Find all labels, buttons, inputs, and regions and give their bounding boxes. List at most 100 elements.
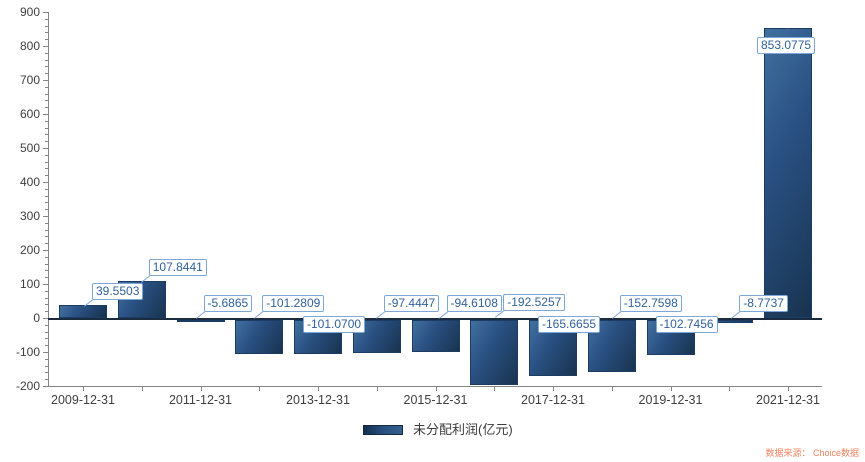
bar-value-label: -8.7737 [739, 295, 788, 312]
y-major-tick [43, 216, 48, 217]
y-minor-tick [45, 18, 48, 20]
y-major-tick [43, 12, 48, 13]
legend-item[interactable]: 未分配利润(亿元) [363, 419, 513, 438]
y-major-tick [43, 182, 48, 183]
y-major-tick [43, 148, 48, 149]
y-minor-tick [45, 270, 48, 272]
y-minor-tick [45, 188, 48, 190]
y-minor-tick [45, 297, 48, 299]
bar-value-label: -101.2809 [262, 295, 325, 312]
y-minor-tick [45, 127, 48, 129]
y-minor-tick [45, 338, 48, 340]
bar-value-label: -152.7598 [619, 295, 682, 312]
y-minor-tick [45, 134, 48, 136]
legend-label: 未分配利润(亿元) [413, 422, 513, 437]
y-minor-tick [45, 290, 48, 292]
y-minor-tick [45, 25, 48, 27]
x-tick [83, 386, 84, 391]
y-major-tick [43, 386, 48, 387]
y-tick-label: 600 [19, 107, 40, 121]
x-tick [729, 386, 731, 391]
y-minor-tick [45, 311, 48, 313]
bar[interactable] [587, 320, 636, 372]
y-tick-label: 900 [19, 5, 40, 19]
y-minor-tick [45, 222, 48, 224]
bar-value-label: -97.4447 [383, 295, 440, 312]
x-axis-line [48, 386, 822, 387]
y-tick-label: -100 [15, 345, 40, 359]
y-minor-tick [45, 365, 48, 367]
bar[interactable] [235, 320, 284, 355]
y-minor-tick [45, 345, 48, 347]
y-tick-label: 500 [19, 141, 40, 155]
bar-value-label: -94.6108 [446, 295, 502, 312]
x-tick-label: 2021-12-31 [756, 393, 820, 407]
bar-value-label: -102.7456 [655, 316, 718, 333]
x-tick [318, 386, 319, 391]
y-minor-tick [45, 243, 48, 245]
y-minor-tick [45, 161, 48, 163]
y-tick-label: -200 [15, 379, 40, 393]
y-tick-label: 0 [33, 311, 40, 325]
y-tick-label: 300 [19, 209, 40, 223]
y-minor-tick [45, 202, 48, 204]
bar[interactable] [764, 27, 812, 318]
x-tick [200, 386, 202, 391]
zero-baseline [48, 318, 822, 320]
y-minor-tick [45, 229, 48, 231]
y-minor-tick [45, 141, 48, 143]
y-minor-tick [45, 66, 48, 68]
callout-leader-line [787, 27, 788, 37]
bar-value-label: 107.8441 [148, 259, 207, 276]
bar[interactable] [176, 320, 225, 322]
y-major-tick [43, 318, 48, 319]
y-major-tick [43, 352, 48, 353]
bar-value-label: -101.0700 [303, 316, 366, 333]
y-minor-tick [45, 107, 48, 109]
y-minor-tick [45, 73, 48, 75]
y-minor-tick [45, 379, 48, 381]
y-minor-tick [45, 195, 48, 197]
x-tick [611, 386, 613, 391]
y-tick-label: 200 [19, 243, 40, 257]
y-minor-tick [45, 236, 48, 238]
x-tick-label: 2013-12-31 [286, 393, 350, 407]
bar-value-label: -165.6655 [538, 316, 601, 333]
y-axis-line [48, 12, 49, 386]
bar-value-label: 39.5503 [92, 283, 144, 300]
y-major-tick [43, 250, 48, 251]
x-tick-label: 2009-12-31 [51, 393, 115, 407]
x-tick [670, 386, 672, 391]
y-minor-tick [45, 331, 48, 333]
y-minor-tick [45, 59, 48, 61]
bar[interactable] [59, 304, 107, 318]
y-minor-tick [45, 372, 48, 374]
y-minor-tick [45, 154, 48, 156]
bar-value-label: 853.0775 [757, 37, 816, 54]
x-tick [259, 386, 261, 391]
y-minor-tick [45, 120, 48, 122]
y-tick-label: 100 [19, 277, 40, 291]
y-minor-tick [45, 277, 48, 279]
y-minor-tick [45, 86, 48, 88]
x-tick [376, 386, 378, 391]
x-tick [435, 386, 437, 391]
x-tick [788, 386, 789, 391]
y-minor-tick [45, 39, 48, 41]
y-minor-tick [45, 52, 48, 54]
x-tick [553, 386, 554, 391]
x-tick-label: 2017-12-31 [521, 393, 585, 407]
bar[interactable] [411, 320, 460, 353]
y-minor-tick [45, 209, 48, 211]
y-minor-tick [45, 256, 48, 258]
y-minor-tick [45, 304, 48, 306]
y-major-tick [43, 114, 48, 115]
bar[interactable] [470, 320, 519, 386]
y-minor-tick [45, 32, 48, 34]
y-minor-tick [45, 100, 48, 102]
y-minor-tick [45, 324, 48, 326]
y-major-tick [43, 46, 48, 47]
y-minor-tick [45, 168, 48, 170]
x-tick-label: 2019-12-31 [638, 393, 703, 407]
